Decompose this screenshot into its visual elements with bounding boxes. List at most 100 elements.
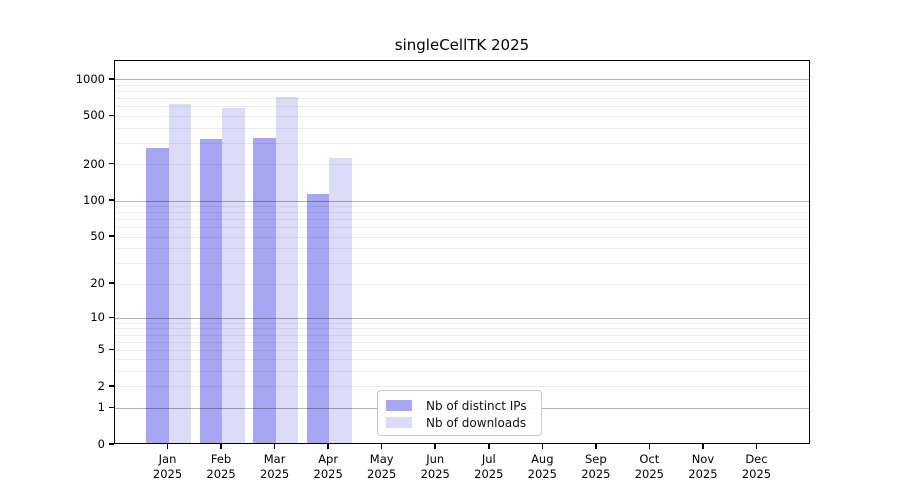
y-tick-label-500: 500 bbox=[83, 108, 105, 123]
legend: Nb of distinct IPs Nb of downloads bbox=[377, 390, 542, 436]
gridline-minor-600 bbox=[115, 106, 809, 108]
y-tick-1 bbox=[109, 406, 114, 409]
x-label-month-jan: Jan bbox=[158, 452, 177, 466]
gridline-minor-300 bbox=[115, 142, 809, 144]
gridline-minor-200 bbox=[115, 164, 809, 166]
x-tick-may bbox=[380, 444, 383, 449]
x-label-month-apr: Apr bbox=[318, 452, 339, 466]
x-label-month-jul: Jul bbox=[481, 452, 496, 466]
y-tick-label-10: 10 bbox=[90, 310, 105, 325]
x-tick-label-apr: Apr 2025 bbox=[298, 452, 358, 481]
gridline-minor-700 bbox=[115, 98, 809, 100]
gridline-minor-20 bbox=[115, 283, 809, 285]
y-tick-label-200: 200 bbox=[83, 156, 105, 171]
x-label-month-aug: Aug bbox=[531, 452, 554, 466]
bar-ips-mar bbox=[253, 138, 276, 443]
y-tick-label-2: 2 bbox=[97, 378, 105, 393]
gridline-minor-8 bbox=[115, 328, 809, 330]
y-tick-5 bbox=[109, 348, 114, 351]
gridline-minor-2 bbox=[115, 386, 809, 388]
plot-area bbox=[114, 60, 810, 444]
legend-swatch-downloads bbox=[386, 417, 412, 428]
bar-ips-jan bbox=[146, 147, 169, 443]
x-tick-label-jan: Jan 2025 bbox=[138, 452, 198, 481]
x-label-month-may: May bbox=[369, 452, 394, 466]
chart-title: singleCellTK 2025 bbox=[394, 36, 530, 54]
y-tick-label-100: 100 bbox=[83, 193, 105, 208]
x-label-month-mar: Mar bbox=[263, 452, 286, 466]
x-label-year-mar: 2025 bbox=[259, 466, 290, 481]
x-tick-label-jun: Jun 2025 bbox=[405, 452, 465, 481]
gridline-minor-70 bbox=[115, 219, 809, 221]
legend-row-downloads: Nb of downloads bbox=[386, 414, 541, 431]
x-label-month-jun: Jun bbox=[426, 452, 445, 466]
x-tick-label-feb: Feb 2025 bbox=[191, 452, 251, 481]
y-tick-50 bbox=[109, 235, 114, 237]
gridline-minor-7 bbox=[115, 334, 809, 336]
y-tick-0 bbox=[109, 443, 114, 445]
x-tick-label-oct: Oct 2025 bbox=[619, 452, 679, 481]
gridline-minor-900 bbox=[115, 84, 809, 86]
x-label-year-aug: 2025 bbox=[527, 466, 557, 481]
x-tick-jul bbox=[488, 444, 490, 449]
bar-ips-apr bbox=[306, 194, 330, 443]
x-label-year-feb: 2025 bbox=[206, 466, 236, 481]
x-label-year-apr: 2025 bbox=[313, 466, 343, 481]
x-label-month-nov: Nov bbox=[691, 452, 715, 466]
gridline-major-100 bbox=[115, 200, 809, 202]
gridline-major-10 bbox=[115, 317, 809, 319]
gridline-minor-40 bbox=[115, 248, 809, 250]
gridline-minor-3 bbox=[115, 371, 809, 373]
gridline-minor-6 bbox=[115, 341, 809, 343]
gridline-minor-80 bbox=[115, 212, 809, 214]
x-tick-label-mar: Mar 2025 bbox=[245, 452, 305, 481]
gridline-minor-30 bbox=[115, 263, 809, 265]
legend-label-downloads: Nb of downloads bbox=[426, 415, 527, 430]
legend-label-distinct-ips: Nb of distinct IPs bbox=[426, 398, 527, 413]
gridline-minor-5 bbox=[115, 349, 809, 351]
bar-ips-feb bbox=[199, 138, 223, 443]
x-label-month-sep: Sep bbox=[585, 452, 607, 466]
x-tick-label-nov: Nov 2025 bbox=[673, 452, 733, 481]
x-tick-oct bbox=[648, 444, 651, 449]
y-tick-1000 bbox=[109, 78, 114, 80]
y-tick-100 bbox=[109, 199, 114, 201]
x-tick-apr bbox=[327, 444, 329, 449]
gridline-minor-800 bbox=[115, 91, 809, 93]
y-tick-label-50: 50 bbox=[90, 229, 105, 244]
gridlines-layer bbox=[115, 61, 809, 443]
gridline-minor-60 bbox=[115, 227, 809, 229]
x-tick-label-may: May 2025 bbox=[352, 452, 412, 481]
x-label-year-may: 2025 bbox=[367, 466, 397, 481]
x-label-year-oct: 2025 bbox=[634, 466, 665, 481]
x-label-year-jun: 2025 bbox=[420, 466, 450, 481]
x-tick-mar bbox=[273, 444, 276, 449]
y-tick-20 bbox=[109, 282, 114, 284]
x-label-year-sep: 2025 bbox=[581, 466, 611, 481]
bar-downloads-mar bbox=[275, 97, 299, 443]
y-tick-500 bbox=[109, 114, 114, 117]
x-tick-feb bbox=[220, 444, 222, 449]
x-label-month-feb: Feb bbox=[210, 452, 232, 466]
x-tick-jun bbox=[434, 444, 436, 449]
bar-downloads-feb bbox=[222, 108, 245, 443]
x-label-year-nov: 2025 bbox=[688, 466, 718, 481]
gridline-minor-500 bbox=[115, 115, 809, 117]
x-tick-label-aug: Aug 2025 bbox=[512, 452, 572, 481]
gridline-minor-50 bbox=[115, 236, 809, 238]
gridline-minor-400 bbox=[115, 127, 809, 129]
x-label-year-dec: 2025 bbox=[741, 466, 772, 481]
y-tick-label-20: 20 bbox=[90, 276, 105, 291]
x-tick-label-sep: Sep 2025 bbox=[566, 452, 626, 481]
y-tick-label-5: 5 bbox=[97, 342, 105, 357]
x-label-month-oct: Oct bbox=[639, 452, 660, 466]
x-label-month-dec: Dec bbox=[745, 452, 768, 466]
y-tick-10 bbox=[109, 316, 114, 319]
x-tick-label-jul: Jul 2025 bbox=[459, 452, 519, 481]
y-tick-label-1000: 1000 bbox=[75, 71, 105, 86]
bars-layer bbox=[115, 61, 809, 443]
gridline-minor-90 bbox=[115, 206, 809, 208]
y-tick-200 bbox=[109, 162, 114, 165]
legend-swatch-distinct-ips bbox=[386, 400, 412, 411]
